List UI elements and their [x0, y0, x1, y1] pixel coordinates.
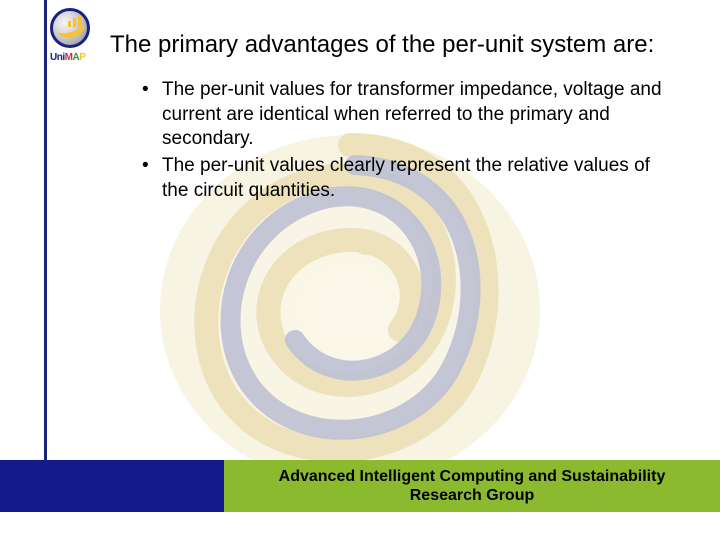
- slide: UniMAP The primary advantages of the per…: [0, 0, 720, 540]
- footer-blue-block: [0, 460, 224, 512]
- footer-bar: Advanced Intelligent Computing and Susta…: [0, 460, 720, 512]
- unimap-logo: UniMAP: [50, 8, 96, 78]
- vertical-rule: [44, 0, 47, 460]
- bullet-item: The per-unit values for transformer impe…: [142, 78, 670, 152]
- footer-line2: Research Group: [410, 487, 534, 504]
- logo-wordmark: UniMAP: [50, 52, 96, 63]
- footer-green-block: Advanced Intelligent Computing and Susta…: [224, 460, 720, 512]
- slide-heading: The primary advantages of the per-unit s…: [110, 30, 670, 60]
- bullet-item: The per-unit values clearly represent th…: [142, 154, 670, 203]
- bullet-list: The per-unit values for transformer impe…: [110, 78, 670, 203]
- footer-line1: Advanced Intelligent Computing and Susta…: [279, 468, 666, 485]
- content-area: The primary advantages of the per-unit s…: [110, 30, 670, 205]
- logo-circle-icon: [50, 8, 90, 48]
